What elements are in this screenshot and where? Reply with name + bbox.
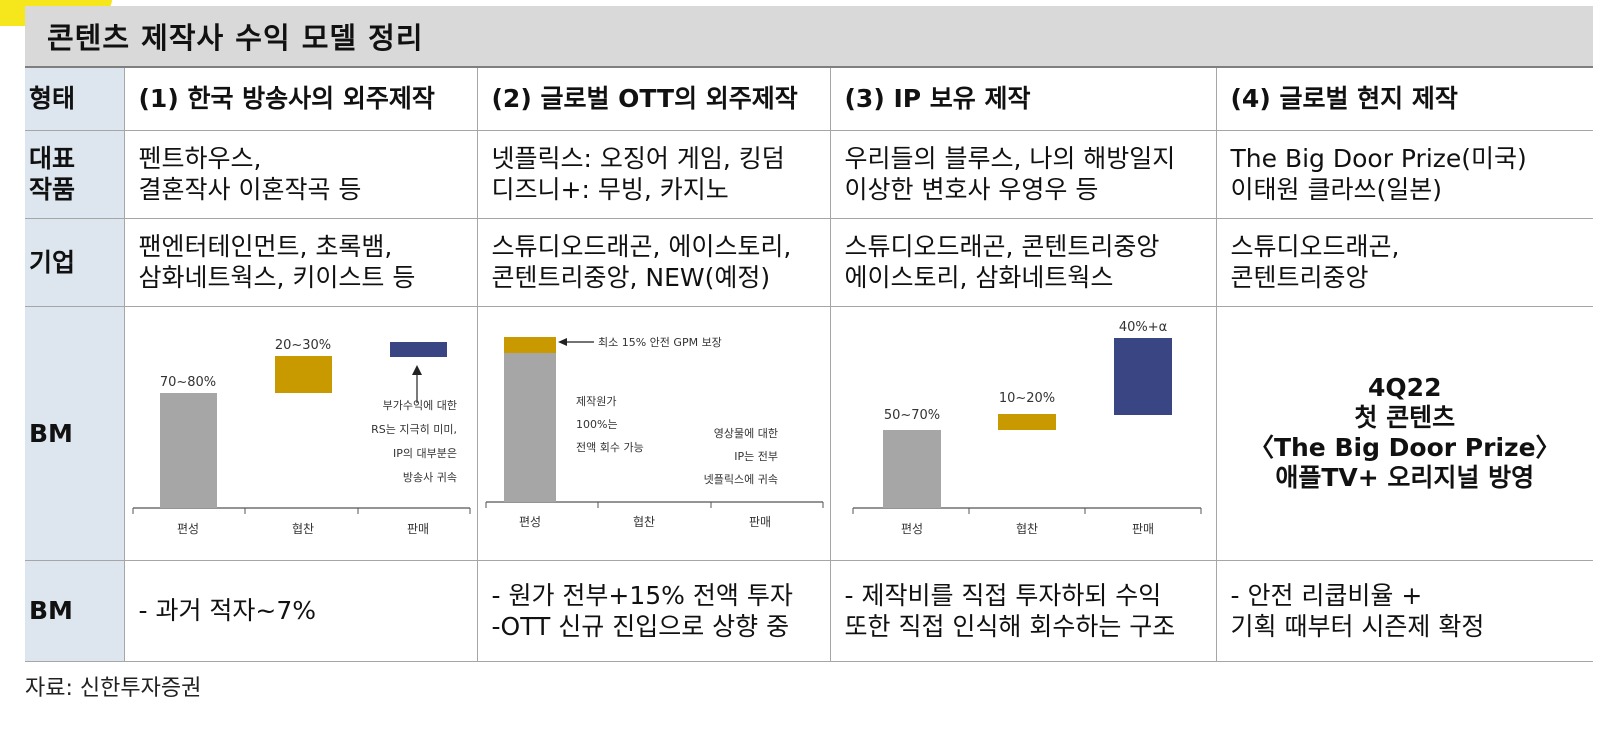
- chart-2-cat-2: 협찬: [632, 514, 654, 529]
- col-header-1: (1) 한국 방송사의 외주제작: [123, 68, 477, 131]
- chart-2-cat-3: 판매: [748, 515, 770, 529]
- chart-1-bar-panmae: [389, 341, 447, 357]
- chart-2-note1-3: 전액 회수 가능: [576, 441, 644, 454]
- chart-2-cat-1: 편성: [518, 515, 540, 529]
- chart-2-bar-cost: [503, 336, 556, 502]
- col-header-2: (2) 글로벌 OTT의 외주제작: [476, 68, 830, 131]
- works-cell-3: 우리들의 블루스, 나의 해방일지 이상한 변호사 우영우 등: [829, 130, 1216, 219]
- bm2-cell-4: - 안전 리쿱비율 + 기획 때부터 시즌제 확정: [1215, 560, 1593, 662]
- bm-chart-2: 최소 15% 안전 GPM 보장 제작원가 100%는 전액 회수 가능 영상물…: [485, 336, 823, 529]
- bm2-cell-3: - 제작비를 직접 투자하되 수익 또한 직접 인식해 회수하는 구조: [829, 560, 1216, 662]
- chart-1-bar-hyeopchan: [274, 355, 332, 393]
- bm-text-row: BM - 과거 적자~7% - 원가 전부+15% 전액 투자 -OTT 신규 …: [25, 560, 1593, 662]
- col-header-4: (4) 글로벌 현지 제작: [1215, 68, 1593, 131]
- bm-chart-1: 70~80% 20~30% 부가수익에 대한 RS는 지극히 미미, IP의 대…: [132, 338, 470, 536]
- col-header-3: (3) IP 보유 제작: [829, 68, 1216, 131]
- chart-2-note1-1: 제작원가: [576, 395, 616, 408]
- chart-1-arrow-head: [411, 364, 422, 375]
- chart-1-note-2: RS는 지극히 미미,: [371, 422, 457, 436]
- bm-cell-4: 4Q22 첫 콘텐츠 〈The Big Door Prize〉 애플TV+ 오리…: [1215, 306, 1593, 561]
- bm2-cell-2: - 원가 전부+15% 전액 투자 -OTT 신규 진입으로 상향 중: [476, 560, 830, 662]
- chart-2-arrow-head: [557, 337, 567, 346]
- chart-2-label-gpm: 최소 15% 안전 GPM 보장: [598, 336, 722, 349]
- row-label-corp: 기업: [25, 218, 124, 307]
- chart-2-note2-2: IP는 전부: [734, 450, 778, 463]
- chart-1-cat-1: 편성: [176, 522, 198, 536]
- chart-3-label-2: 10~20%: [998, 391, 1054, 406]
- bm-chart-cell-2: 최소 15% 안전 GPM 보장 제작원가 100%는 전액 회수 가능 영상물…: [476, 306, 830, 561]
- source-note: 자료: 신한투자증권: [25, 676, 202, 701]
- chart-3-cat-3: 판매: [1131, 522, 1153, 536]
- row-label-bm2: BM: [25, 560, 124, 662]
- corp-cell-3: 스튜디오드래곤, 콘텐트리중앙 에이스토리, 삼화네트웍스: [829, 218, 1216, 307]
- corp-cell-4: 스튜디오드래곤, 콘텐트리중앙: [1215, 218, 1593, 307]
- chart-3-bar-pyeonseong: [882, 429, 941, 508]
- corp-row: 기업 팬엔터테인먼트, 초록뱀, 삼화네트웍스, 키이스트 등 스튜디오드래곤,…: [25, 218, 1593, 307]
- corp-cell-2: 스튜디오드래곤, 에이스토리, 콘텐트리중앙, NEW(예정): [476, 218, 830, 307]
- chart-3-label-1: 50~70%: [883, 408, 939, 423]
- row-label-type: 형태: [25, 68, 124, 131]
- chart-3-bar-panmae: [1113, 337, 1172, 415]
- chart-1-note-3: IP의 대부분은: [393, 447, 457, 460]
- chart-1-cat-3: 판매: [406, 522, 428, 536]
- row-label-works: 대표 작품: [25, 130, 124, 219]
- chart-1-bar-pyeonseong: [159, 392, 217, 508]
- summary-table-wrap: 콘텐츠 제작사 수익 모델 정리 형태 (1) 한국 방송사의 외주제작 (2)…: [25, 6, 1593, 662]
- chart-3-bar-hyeopchan: [997, 413, 1056, 430]
- corp-cell-1: 팬엔터테인먼트, 초록뱀, 삼화네트웍스, 키이스트 등: [123, 218, 477, 307]
- bm-chart-3: 50~70% 10~20% 40%+α 편성 협찬 판매: [852, 320, 1201, 536]
- row-label-bm: BM: [25, 306, 124, 561]
- chart-1-label-1: 70~80%: [159, 375, 215, 390]
- works-cell-1: 펜트하우스, 결혼작사 이혼작곡 등: [123, 130, 477, 219]
- bm-cell-4-line-2: 첫 콘텐츠: [1354, 403, 1456, 432]
- bm2-cell-1: - 과거 적자~7%: [123, 560, 477, 662]
- chart-2-note2-3: 넷플릭스에 귀속: [703, 473, 777, 486]
- chart-3-label-3: 40%+α: [1118, 320, 1166, 335]
- chart-2-bar-gpm: [503, 336, 556, 353]
- bm-table: 형태 (1) 한국 방송사의 외주제작 (2) 글로벌 OTT의 외주제작 (3…: [25, 68, 1593, 662]
- bm-cell-4-line-4: 애플TV+ 오리지널 방영: [1275, 463, 1535, 492]
- chart-1-label-2: 20~30%: [274, 338, 330, 353]
- bm-chart-row: BM 70~80% 20~30% 부가수익에 대한 RS는 지극히: [25, 306, 1593, 561]
- chart-3-cat-2: 협찬: [1015, 521, 1037, 536]
- chart-1-cat-2: 협찬: [291, 521, 313, 536]
- chart-2-note2-1: 영상물에 대한: [713, 427, 777, 440]
- bm-chart-cell-1: 70~80% 20~30% 부가수익에 대한 RS는 지극히 미미, IP의 대…: [123, 306, 477, 561]
- header-row: 형태 (1) 한국 방송사의 외주제작 (2) 글로벌 OTT의 외주제작 (3…: [25, 68, 1593, 131]
- chart-3-cat-1: 편성: [900, 522, 922, 536]
- works-cell-2: 넷플릭스: 오징어 게임, 킹덤 디즈니+: 무빙, 카지노: [476, 130, 830, 219]
- page-title: 콘텐츠 제작사 수익 모델 정리: [25, 6, 1593, 68]
- works-cell-4: The Big Door Prize(미국) 이태원 클라쓰(일본): [1215, 130, 1593, 219]
- chart-1-note-4: 방송사 귀속: [402, 471, 456, 484]
- chart-1-note-1: 부가수익에 대한: [382, 399, 456, 412]
- chart-2-note1-2: 100%는: [576, 418, 618, 431]
- bm-chart-cell-3: 50~70% 10~20% 40%+α 편성 협찬 판매: [829, 306, 1216, 561]
- bm-cell-4-line-1: 4Q22: [1368, 373, 1442, 402]
- works-row: 대표 작품 펜트하우스, 결혼작사 이혼작곡 등 넷플릭스: 오징어 게임, 킹…: [25, 130, 1593, 219]
- bm-cell-4-line-3: 〈The Big Door Prize〉: [1248, 433, 1561, 462]
